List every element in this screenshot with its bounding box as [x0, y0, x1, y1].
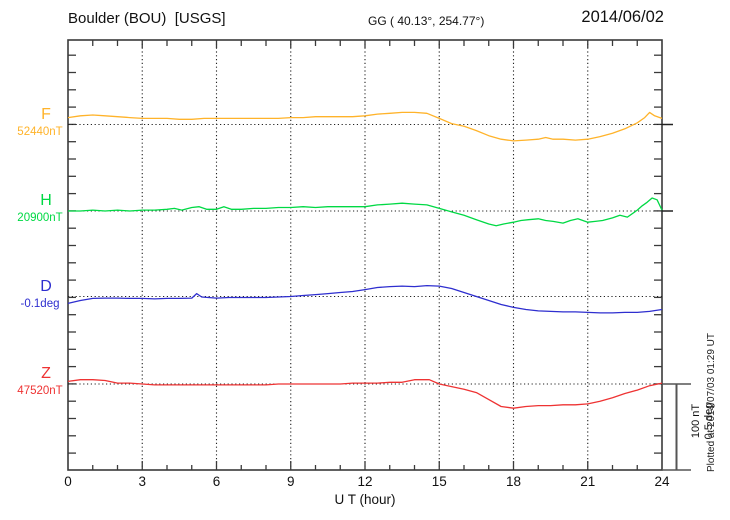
channel-baseline-f: 52440nT	[17, 126, 63, 138]
channel-label-z: Z	[41, 365, 51, 382]
trace-D	[67, 284, 663, 314]
x-tick-label-24: 24	[654, 474, 670, 489]
x-tick-label-15: 15	[431, 474, 447, 489]
channel-baseline-h: 20900nT	[17, 212, 63, 224]
x-tick-label-6: 6	[212, 474, 221, 489]
channel-baseline-d: -0.1deg	[20, 298, 60, 310]
channel-label-h: H	[40, 192, 52, 209]
plotted-at-note: Plotted at 2014/07/03 01:29 UT	[706, 333, 717, 472]
channel-label-d: D	[40, 278, 52, 295]
x-tick-label-3: 3	[138, 474, 146, 489]
scale-bar-nt-label: 100 nT	[690, 403, 702, 439]
trace-Z	[67, 379, 663, 409]
channel-label-f: F	[41, 106, 51, 123]
trace-H	[68, 197, 663, 227]
x-axis-title: U T (hour)	[334, 492, 396, 507]
x-tick-label-9: 9	[286, 474, 295, 489]
geographic-coordinates: GG ( 40.13°, 254.77°)	[368, 14, 485, 28]
x-tick-label-0: 0	[64, 474, 72, 489]
observatory-title: Boulder (BOU) [USGS]	[68, 10, 226, 27]
trace-F	[67, 111, 663, 142]
x-tick-label-12: 12	[357, 474, 373, 489]
x-tick-label-21: 21	[580, 474, 596, 489]
x-tick-label-18: 18	[505, 474, 522, 489]
plot-date: 2014/06/02	[581, 8, 664, 26]
channel-baseline-z: 47520nT	[17, 385, 63, 397]
